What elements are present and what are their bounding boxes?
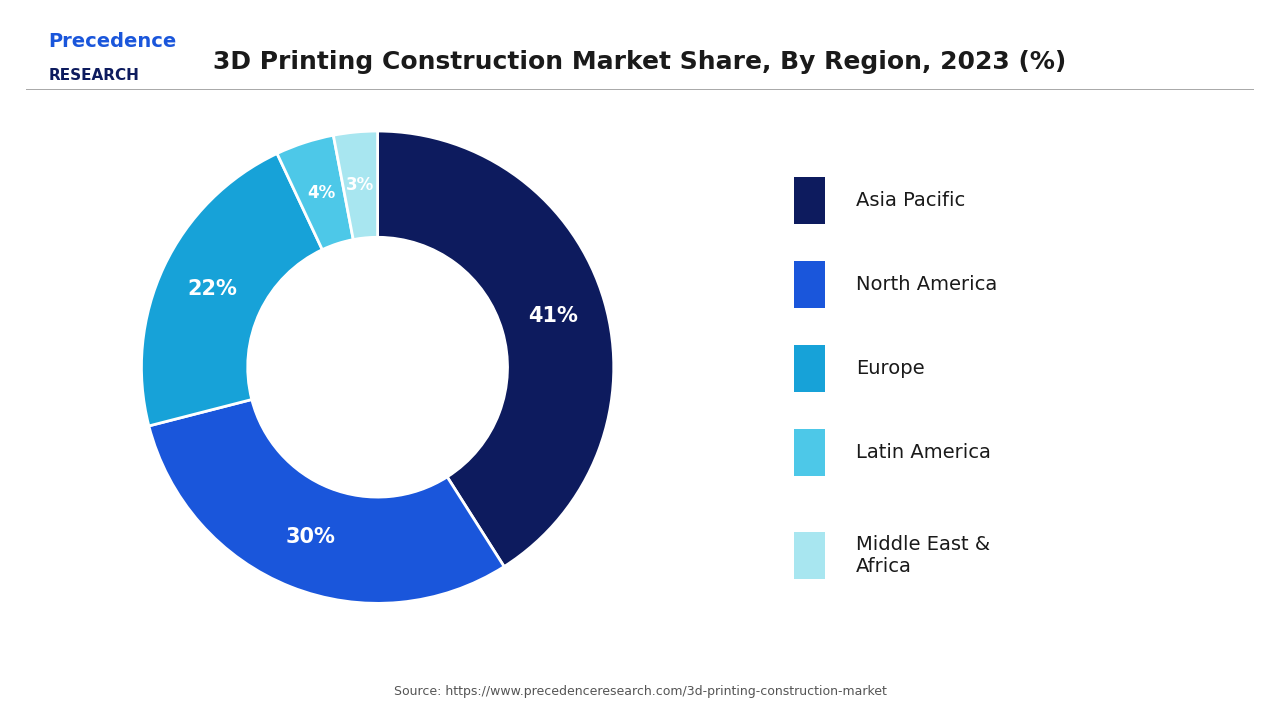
Wedge shape: [276, 135, 353, 250]
Text: 3%: 3%: [347, 176, 375, 194]
Text: 30%: 30%: [285, 527, 335, 547]
Text: 22%: 22%: [187, 279, 237, 300]
FancyBboxPatch shape: [794, 261, 826, 308]
Text: Middle East &
Africa: Middle East & Africa: [856, 536, 991, 576]
FancyBboxPatch shape: [794, 176, 826, 223]
Text: Precedence: Precedence: [49, 32, 177, 51]
Circle shape: [248, 238, 507, 497]
Text: 3D Printing Construction Market Share, By Region, 2023 (%): 3D Printing Construction Market Share, B…: [214, 50, 1066, 74]
Text: 4%: 4%: [307, 184, 335, 202]
Wedge shape: [142, 153, 323, 426]
Wedge shape: [378, 131, 613, 567]
Wedge shape: [333, 131, 378, 240]
Text: Asia Pacific: Asia Pacific: [856, 191, 965, 210]
Text: Latin America: Latin America: [856, 444, 991, 462]
FancyBboxPatch shape: [794, 533, 826, 579]
Text: 41%: 41%: [529, 306, 579, 326]
Wedge shape: [148, 400, 504, 603]
Text: North America: North America: [856, 275, 997, 294]
FancyBboxPatch shape: [794, 345, 826, 392]
Text: Source: https://www.precedenceresearch.com/3d-printing-construction-market: Source: https://www.precedenceresearch.c…: [393, 685, 887, 698]
Text: Europe: Europe: [856, 359, 925, 378]
FancyBboxPatch shape: [794, 429, 826, 477]
Text: RESEARCH: RESEARCH: [49, 68, 140, 84]
